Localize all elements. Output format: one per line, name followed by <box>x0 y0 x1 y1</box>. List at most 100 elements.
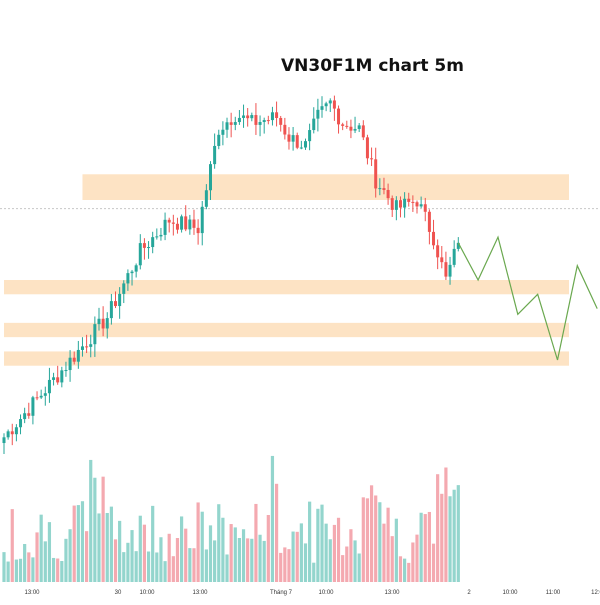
x-tick-label: 12:0 <box>591 590 600 596</box>
volume-bar <box>390 536 394 582</box>
volume-bar <box>159 537 163 582</box>
volume-bar <box>89 459 93 582</box>
candle-body <box>47 379 51 394</box>
candle-body <box>23 413 27 420</box>
candle-body <box>361 125 365 138</box>
candle-body <box>68 357 72 371</box>
volume-bar <box>336 517 341 582</box>
projection-path <box>457 235 598 361</box>
candle-body <box>237 117 241 123</box>
volume-bar <box>291 531 295 582</box>
candle-body <box>39 395 43 398</box>
volume-bar <box>316 508 320 582</box>
candle-body <box>337 108 341 125</box>
volume-bar <box>184 528 188 582</box>
volume-bar <box>308 501 312 582</box>
candle-body <box>130 271 134 274</box>
volume-bar <box>43 541 47 582</box>
volume-bar <box>208 525 213 582</box>
candle-body <box>192 219 196 228</box>
volume-bar <box>188 548 192 582</box>
candle-body <box>14 427 18 435</box>
x-tick-label: 10:00 <box>318 590 334 596</box>
supply-demand-zones <box>4 174 569 366</box>
volume-bar <box>56 558 60 582</box>
x-tick-label: 11:00 <box>546 590 561 596</box>
volume-bar <box>411 542 415 582</box>
volume-bars <box>2 455 460 582</box>
candle-body <box>114 301 118 307</box>
candle-body <box>101 318 105 329</box>
volume-bar <box>171 556 175 582</box>
volume-bar <box>225 554 229 582</box>
candle-body <box>320 106 324 110</box>
candle-body <box>258 122 262 125</box>
volume-bar <box>51 557 56 582</box>
volume-bar <box>221 517 225 582</box>
x-tick-label: 10:00 <box>139 590 155 596</box>
volume-bar <box>213 540 217 582</box>
volume-bar <box>118 520 122 582</box>
candle-body <box>155 236 159 238</box>
volume-bar <box>233 527 237 582</box>
candle-body <box>89 344 93 347</box>
volume-bar <box>423 514 427 582</box>
candle-body <box>448 264 452 277</box>
volume-bar <box>6 561 10 582</box>
candle-body <box>138 243 142 266</box>
volume-bar <box>258 534 262 582</box>
x-tick-label: 10:00 <box>502 590 518 596</box>
chart-title: VN30F1M chart 5m <box>281 56 464 76</box>
volume-bar <box>419 512 423 582</box>
x-tick-label: 13:00 <box>192 590 208 596</box>
candle-body <box>436 245 440 258</box>
candle-body <box>27 413 31 416</box>
volume-bar <box>394 518 398 582</box>
volume-bar <box>287 549 291 582</box>
volume-bar <box>324 523 328 582</box>
candle-body <box>76 349 80 362</box>
volume-bar <box>262 540 266 582</box>
candle-body <box>52 377 56 380</box>
volume-bar <box>328 539 332 582</box>
volume-bar <box>254 503 258 582</box>
x-tick-label: 13:00 <box>24 590 40 596</box>
volume-bar <box>431 543 436 582</box>
candle-body <box>151 237 155 248</box>
x-tick-label: 13:00 <box>384 590 400 596</box>
candle-body <box>122 283 126 294</box>
candle-body <box>147 247 151 249</box>
volume-bar <box>122 552 126 582</box>
candle-body <box>6 431 10 438</box>
candle-body <box>109 301 113 319</box>
volume-bar <box>200 511 204 582</box>
candle-body <box>349 126 353 131</box>
volume-bar <box>320 504 324 582</box>
volume-bar <box>237 537 242 582</box>
volume-bar <box>138 515 142 582</box>
candle-body <box>390 198 394 210</box>
candle-body <box>432 231 436 246</box>
candle-body <box>452 248 456 265</box>
candle-body <box>43 393 47 396</box>
volume-bar <box>23 544 27 582</box>
projection-line <box>457 235 598 361</box>
volume-bar <box>349 529 353 582</box>
volume-bar <box>76 505 80 582</box>
candle-body <box>382 188 386 190</box>
candle-body <box>233 122 237 125</box>
volume-bar <box>72 505 76 582</box>
candle-body <box>105 318 109 329</box>
volume-bar <box>332 524 336 582</box>
volume-bar <box>382 523 386 582</box>
volume-bar <box>250 538 254 582</box>
volume-bar <box>246 538 250 582</box>
volume-bar <box>130 530 134 582</box>
candle-body <box>250 115 254 119</box>
volume-bar <box>341 555 345 582</box>
volume-bar <box>35 532 39 582</box>
candle-body <box>246 115 250 119</box>
candle-body <box>353 128 357 131</box>
volume-bar <box>151 505 155 582</box>
